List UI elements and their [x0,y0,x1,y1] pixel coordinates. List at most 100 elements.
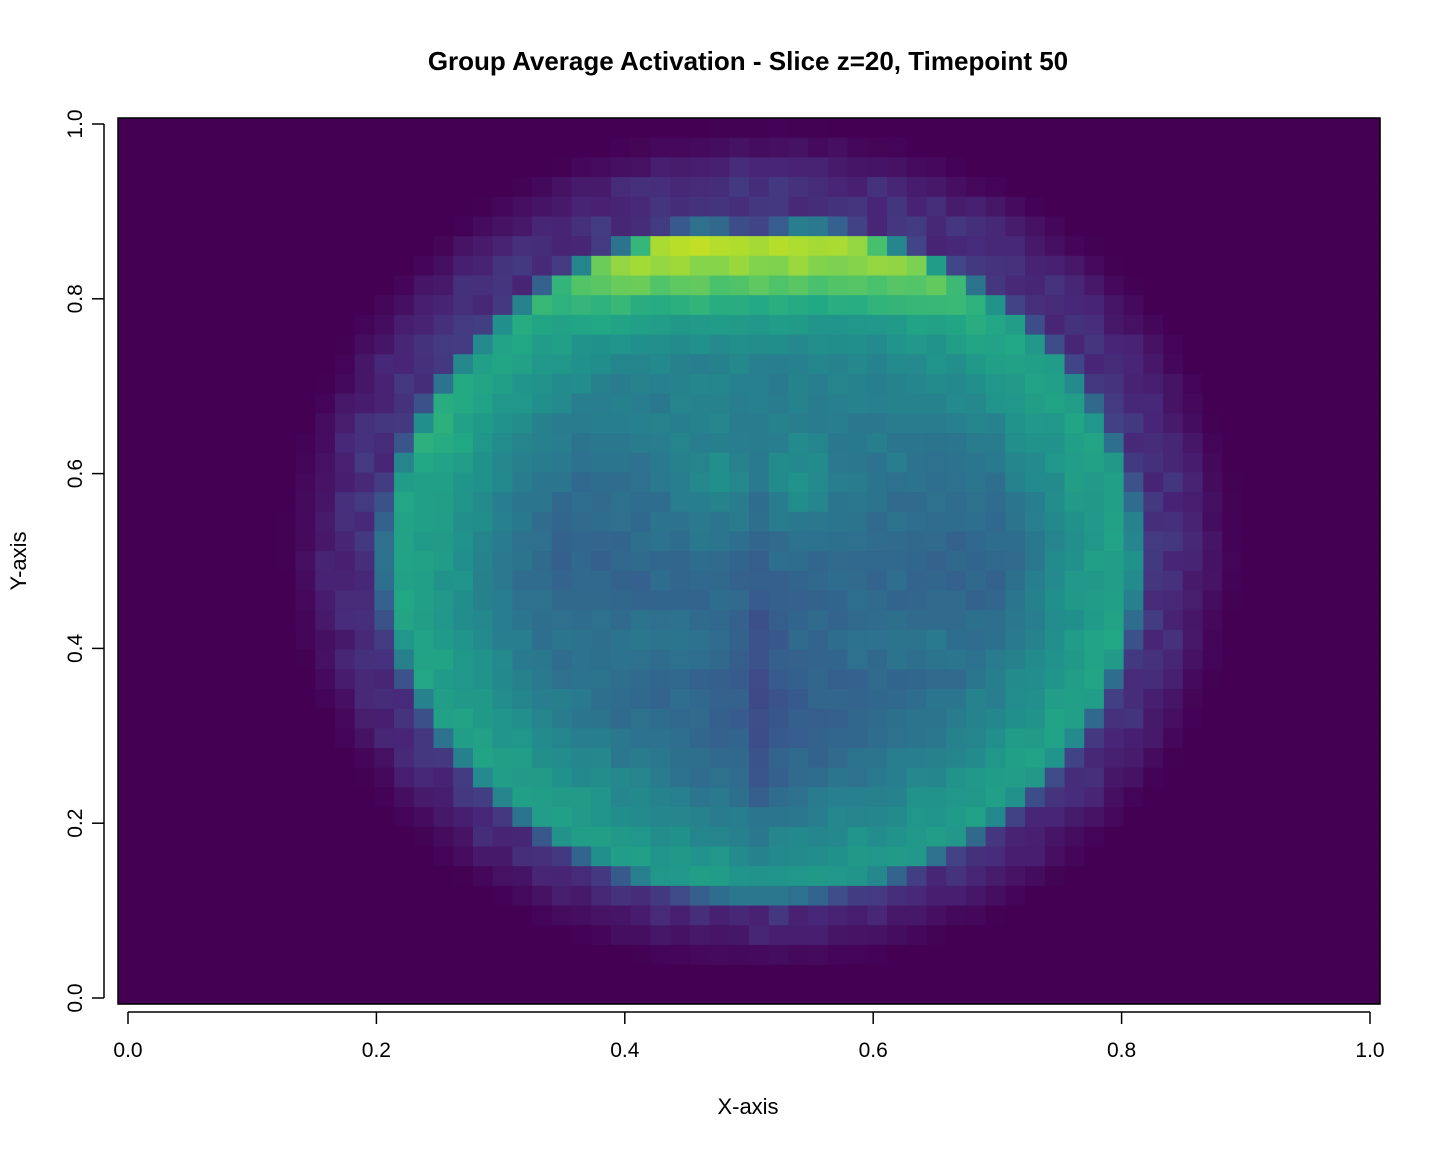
heatmap-cell [492,137,513,158]
heatmap-cell [689,885,711,907]
heatmap-cell [887,984,908,1005]
heatmap-cell [887,885,908,907]
heatmap-cell [847,452,868,473]
heatmap-cell [670,964,691,985]
heatmap-cell [1320,807,1342,828]
heatmap-cell [334,177,356,198]
heatmap-cell [334,196,356,218]
heatmap-cell [295,826,316,848]
heatmap-cell [354,688,375,710]
heatmap-cell [157,452,178,473]
heatmap-cell [256,472,277,493]
heatmap-cell [591,314,612,336]
heatmap-cell [1261,688,1283,710]
heatmap-cell [1064,826,1085,848]
heatmap-cell [946,688,967,710]
heatmap-cell [926,964,947,985]
heatmap-cell [551,866,573,887]
heatmap-cell [118,984,139,1005]
heatmap-cell [1044,807,1066,828]
heatmap-cell [630,629,652,651]
heatmap-cell [709,649,730,670]
heatmap-cell [118,373,139,395]
heatmap-cell [512,196,533,218]
heatmap-cell [1044,452,1066,473]
heatmap-cell [906,137,928,158]
heatmap-cell [532,748,553,769]
heatmap-cell [551,728,573,749]
heatmap-cell [808,767,829,789]
heatmap-cell [472,511,494,533]
heatmap-cell [334,334,356,355]
heatmap-cell [571,905,592,926]
heatmap-cell [630,334,652,355]
heatmap-cell [867,216,888,237]
heatmap-cell [137,669,159,690]
heatmap-cell [867,157,888,178]
heatmap-cell [1340,472,1361,493]
heatmap-cell [1163,216,1184,237]
heatmap-cell [965,767,987,789]
heatmap-cell [689,472,711,493]
heatmap-cell [453,944,474,966]
heatmap-cell [295,236,316,257]
heatmap-cell [1103,433,1125,454]
heatmap-cell [1163,669,1184,690]
heatmap-cell [137,177,159,198]
heatmap-cell [689,157,711,178]
heatmap-cell [670,157,691,178]
heatmap-cell [1182,314,1204,336]
heatmap-cell [867,531,888,552]
heatmap-cell [1301,334,1322,355]
heatmap-cell [1261,393,1283,414]
heatmap-cell [1163,570,1184,592]
heatmap-cell [768,944,790,966]
heatmap-cell [413,728,435,749]
heatmap-cell [433,807,454,828]
heatmap-cell [1123,944,1144,966]
heatmap-cell [216,649,237,670]
heatmap-cell [768,925,790,946]
heatmap-cell [1123,433,1144,454]
heatmap-cell [571,866,592,887]
heatmap-cell [1360,629,1381,651]
heatmap-cell [709,354,730,375]
heatmap-cell [532,492,553,513]
heatmap-cell [1025,157,1046,178]
heatmap-cell [1084,452,1105,473]
heatmap-cell [334,688,356,710]
heatmap-cell [1182,885,1204,907]
heatmap-cell [650,925,671,946]
heatmap-cell [650,433,671,454]
heatmap-cell [571,433,592,454]
heatmap-cell [1340,295,1361,316]
heatmap-cell [295,354,316,375]
heatmap-cell [374,610,395,631]
heatmap-cell [1143,905,1164,926]
heatmap-cell [788,354,809,375]
heatmap-cell [1182,157,1204,178]
heatmap-cell [1301,629,1322,651]
heatmap-cell [1202,118,1223,139]
heatmap-cell [630,551,652,572]
heatmap-cell [729,413,750,434]
heatmap-cell [749,196,770,218]
heatmap-cell [472,767,494,789]
heatmap-cell [492,748,513,769]
heatmap-cell [768,373,790,395]
heatmap-cell [1320,728,1342,749]
heatmap-cell [177,826,198,848]
heatmap-cell [1163,137,1184,158]
heatmap-cell [453,551,474,572]
heatmap-cell [413,452,435,473]
heatmap-cell [413,118,435,139]
heatmap-cell [1084,531,1105,552]
heatmap-cell [236,787,257,808]
heatmap-cell [1025,925,1046,946]
heatmap-cell [1064,669,1085,690]
heatmap-cell [985,688,1006,710]
heatmap-cell [729,885,750,907]
heatmap-cell [1261,275,1283,296]
heatmap-cell [1241,531,1263,552]
heatmap-cell [847,866,868,887]
